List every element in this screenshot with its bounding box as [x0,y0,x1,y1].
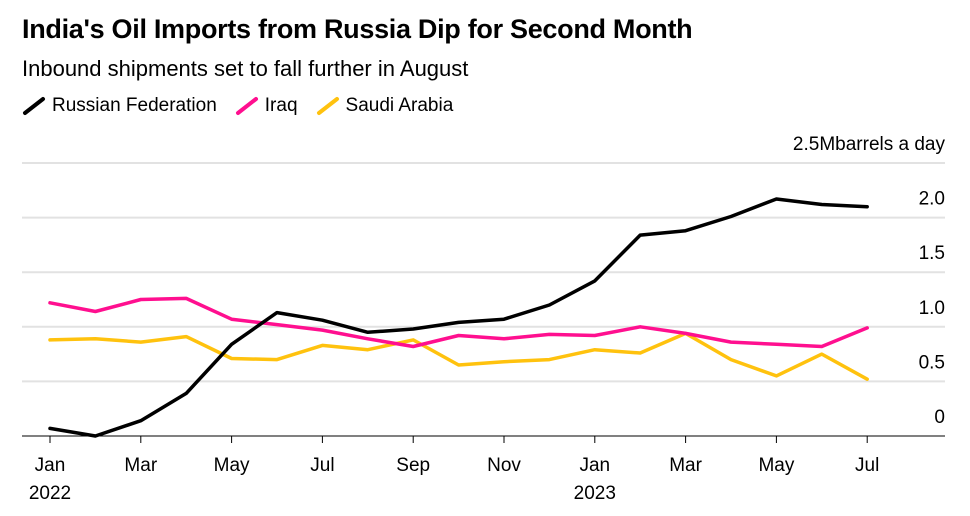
unit-label: barrels a day [835,134,945,155]
legend-swatch [316,97,339,115]
y-tick-label: 2.5M [793,134,835,155]
x-tick-label: Jan [35,455,66,476]
series-line-saudi-arabia [48,331,869,381]
legend-item: Saudi Arabia [316,95,454,117]
y-tick-label: 2.0 [919,189,945,210]
legend-item: Iraq [235,95,298,117]
x-tick-label: Jan [579,455,610,476]
x-tick-label: Mar [669,455,702,476]
legend-label: Iraq [264,95,298,116]
legend-swatch [23,97,45,115]
legend-swatch [235,97,258,115]
legend-label: Russian Federation [52,95,217,116]
y-tick-label: 0.5 [919,352,945,373]
x-tick-label: Jul [310,455,334,476]
chart-subtitle: Inbound shipments set to fall further in… [22,56,469,81]
legend-item: Russian Federation [22,95,217,117]
x-tick-label: Mar [124,455,157,476]
y-axis-unit-label: 2.5Mbarrels a day [793,134,946,155]
series-line-russian-federation [48,197,869,438]
series-line-iraq [48,296,869,349]
y-tick-label: 0 [934,407,945,428]
x-tick-label: May [758,455,794,476]
x-tick-label: Sep [396,455,430,476]
x-tick-year-label: 2022 [29,483,71,504]
legend-label: Saudi Arabia [345,95,454,116]
y-tick-label: 1.5 [919,243,945,264]
x-tick-label: Jul [855,455,879,476]
chart-title: India's Oil Imports from Russia Dip for … [22,14,693,44]
x-tick-year-label: 2023 [574,483,616,504]
y-tick-label: 1.0 [919,298,945,319]
x-tick-label: Nov [487,455,521,476]
legend: Russian Federation Iraq Saudi Arabia [22,95,453,117]
x-tick-label: May [214,455,250,476]
